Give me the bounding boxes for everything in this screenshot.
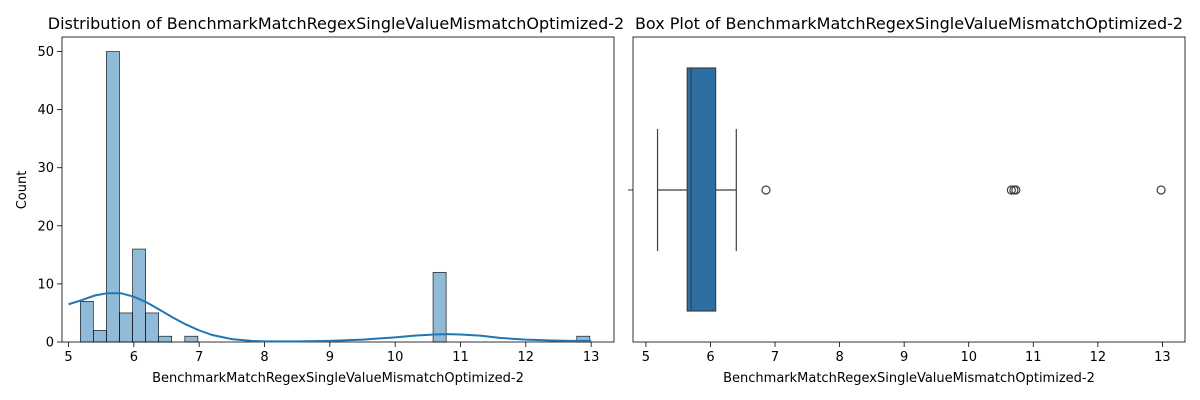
histogram-y-tick-label: 40 xyxy=(37,103,54,118)
histogram-y-tick-label: 30 xyxy=(37,161,54,176)
boxplot-x-tick-label: 13 xyxy=(1154,350,1171,365)
histogram-bar xyxy=(432,271,447,343)
histogram-x-tick-label: 5 xyxy=(64,350,72,365)
histogram-x-tick-label: 9 xyxy=(326,350,334,365)
boxplot-x-tick-label: 12 xyxy=(1090,350,1107,365)
boxplot-x-ticks: 5 6 7 8 9 10 11 12 13 xyxy=(642,342,1171,365)
boxplot-outlier xyxy=(761,185,771,195)
boxplot-marks xyxy=(656,67,1166,312)
boxplot-axes-frame xyxy=(632,36,1186,343)
histogram-bar xyxy=(576,335,591,343)
histogram-x-tick-label: 7 xyxy=(195,350,203,365)
histogram-bar xyxy=(145,312,159,343)
boxplot-x-tick-label: 8 xyxy=(835,350,843,365)
histogram-bars xyxy=(79,51,591,343)
boxplot-panel: Box Plot of BenchmarkMatchRegexSingleVal… xyxy=(628,14,1186,386)
histogram-kde-line xyxy=(68,292,592,343)
boxplot-box xyxy=(686,67,717,312)
histogram-y-ticks: 0 10 20 30 40 50 xyxy=(37,45,62,351)
boxplot-x-label: BenchmarkMatchRegexSingleValueMismatchOp… xyxy=(723,371,1095,386)
boxplot-outlier xyxy=(1156,185,1166,195)
histogram-x-tick-label: 8 xyxy=(260,350,268,365)
histogram-bar xyxy=(158,335,173,343)
boxplot-outlier xyxy=(1006,185,1016,195)
boxplot-x-tick-label: 10 xyxy=(960,350,977,365)
histogram-x-tick-label: 6 xyxy=(130,350,138,365)
histogram-panel: Distribution of BenchmarkMatchRegexSingl… xyxy=(15,14,624,386)
histogram-bar xyxy=(79,301,94,343)
histogram-x-label: BenchmarkMatchRegexSingleValueMismatchOp… xyxy=(152,371,524,386)
histogram-y-tick-label: 20 xyxy=(37,219,54,234)
boxplot-x-tick-label: 11 xyxy=(1025,350,1042,365)
histogram-bar xyxy=(184,335,199,343)
boxplot-x-tick-label: 6 xyxy=(706,350,714,365)
histogram-y-label: Count xyxy=(15,171,30,210)
histogram-title: Distribution of BenchmarkMatchRegexSingl… xyxy=(48,14,624,33)
histogram-x-tick-label: 10 xyxy=(387,350,404,365)
histogram-x-tick-label: 12 xyxy=(518,350,535,365)
histogram-y-tick-label: 0 xyxy=(46,336,54,351)
histogram-axes-frame xyxy=(61,36,615,343)
histogram-x-tick-label: 13 xyxy=(583,350,600,365)
histogram-bar xyxy=(119,312,133,343)
histogram-bar xyxy=(106,51,120,343)
boxplot-x-tick-label: 7 xyxy=(771,350,779,365)
histogram-bar xyxy=(132,248,146,343)
histogram-bar xyxy=(93,330,107,343)
histogram-x-ticks: 5 6 7 8 9 10 11 12 13 xyxy=(64,342,599,365)
boxplot-outlier xyxy=(1011,185,1021,195)
histogram-y-tick-label: 10 xyxy=(37,277,54,292)
boxplot-title: Box Plot of BenchmarkMatchRegexSingleVal… xyxy=(635,14,1183,33)
histogram-y-tick-label: 50 xyxy=(37,45,54,60)
boxplot-x-tick-label: 9 xyxy=(900,350,908,365)
histogram-x-tick-label: 11 xyxy=(452,350,469,365)
boxplot-x-tick-label: 5 xyxy=(642,350,650,365)
